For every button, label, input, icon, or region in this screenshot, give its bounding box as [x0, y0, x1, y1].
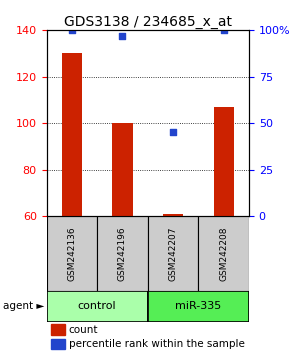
Text: percentile rank within the sample: percentile rank within the sample	[69, 339, 245, 349]
Text: agent ►: agent ►	[3, 301, 44, 311]
Bar	[50, 339, 65, 349]
Text: control: control	[78, 301, 116, 311]
Bar	[50, 324, 65, 335]
Point	[69, 27, 74, 33]
Bar	[163, 214, 183, 216]
Bar	[214, 107, 234, 216]
Bar	[112, 123, 133, 216]
Bar	[46, 216, 97, 291]
Bar	[148, 216, 198, 291]
Text: GSM242208: GSM242208	[219, 226, 228, 281]
Bar	[62, 53, 82, 216]
Text: GSM242196: GSM242196	[118, 226, 127, 281]
Point	[171, 130, 176, 135]
Text: count: count	[69, 325, 98, 335]
Bar	[198, 216, 249, 291]
Text: miR-335: miR-335	[175, 301, 221, 311]
Point	[221, 27, 226, 33]
Text: GSM242207: GSM242207	[169, 226, 178, 281]
Bar	[46, 291, 148, 321]
Bar	[97, 216, 148, 291]
Title: GDS3138 / 234685_x_at: GDS3138 / 234685_x_at	[64, 15, 232, 29]
Bar	[148, 291, 249, 321]
Point	[120, 33, 125, 39]
Text: GSM242136: GSM242136	[67, 226, 76, 281]
